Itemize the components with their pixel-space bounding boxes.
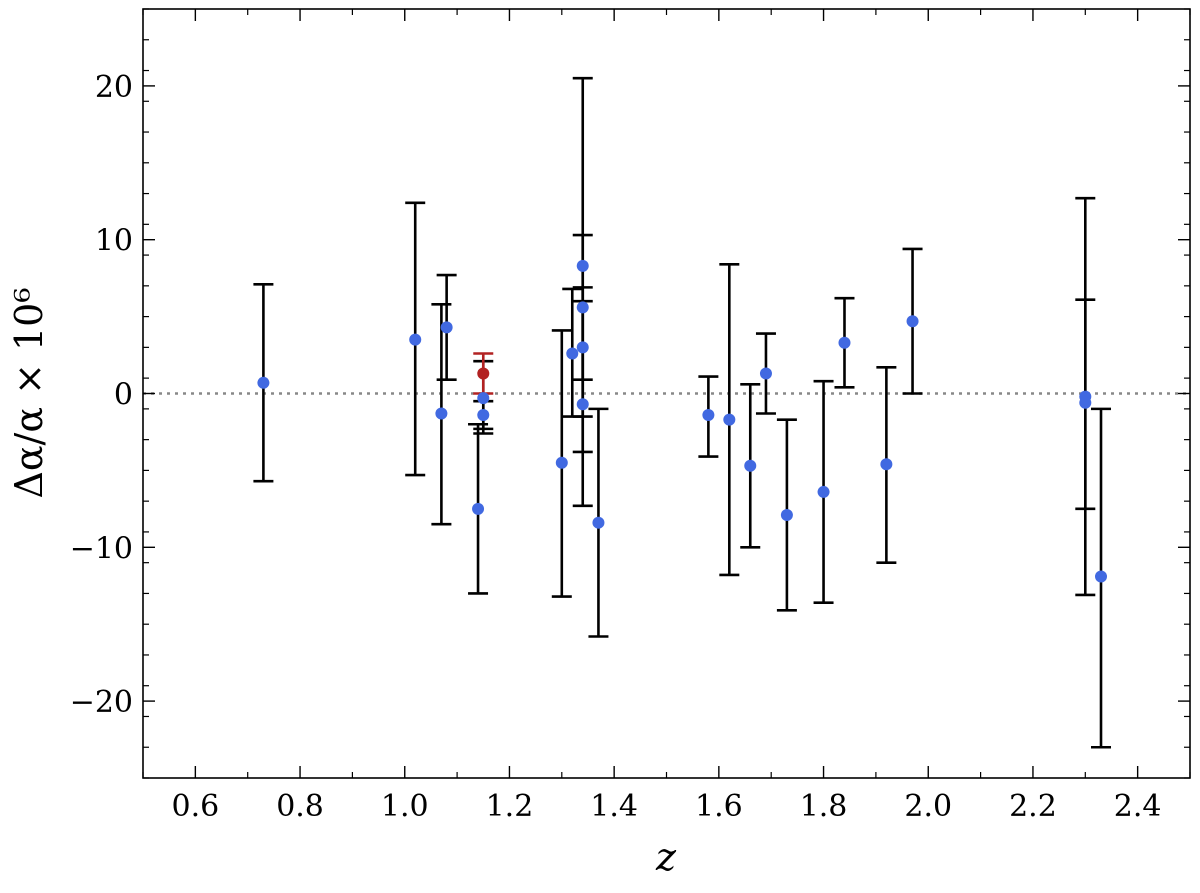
main-data-point xyxy=(566,347,579,360)
main-data-point xyxy=(477,409,490,422)
x-tick-label: 1.4 xyxy=(590,789,638,824)
main-data-point xyxy=(906,315,919,328)
y-tick-label: 20 xyxy=(95,70,133,105)
main-data-point xyxy=(838,336,851,349)
main-data-point xyxy=(477,392,490,405)
main-data-point xyxy=(409,333,422,346)
main-data-point xyxy=(723,413,736,426)
plot-frame xyxy=(142,8,1191,779)
main-data-point xyxy=(880,458,893,471)
main-data-point xyxy=(555,456,568,469)
main-data-point xyxy=(576,341,589,354)
x-tick-label: 0.8 xyxy=(276,789,324,824)
main-data-point xyxy=(817,485,830,498)
main-data-point xyxy=(472,502,485,515)
tick-labels-layer: 0.6 0.8 1.0 1.2 1.4 1.6 1.8 2.0 2.2 2.4 −20 −10 0 10 2… xyxy=(70,70,1162,824)
y-tick-label: −10 xyxy=(70,531,133,566)
y-axis-title: Δα/α × 10⁶ xyxy=(7,287,51,498)
x-tick-label: 1.2 xyxy=(486,789,534,824)
main-data-point xyxy=(257,376,270,389)
main-data-point xyxy=(440,321,453,334)
main-data-point xyxy=(435,407,448,420)
main-data-point xyxy=(702,409,715,422)
x-tick-label: 1.8 xyxy=(800,789,848,824)
y-tick-label: 0 xyxy=(114,378,133,413)
y-tick-label: −20 xyxy=(70,685,133,720)
main-data-point xyxy=(744,459,757,472)
x-tick-label: 0.6 xyxy=(171,789,219,824)
x-tick-label: 2.4 xyxy=(1114,789,1162,824)
y-tick-label: 10 xyxy=(95,224,133,259)
x-tick-label: 2.0 xyxy=(904,789,952,824)
main-data-point xyxy=(1095,570,1108,583)
highlight-data-point xyxy=(477,367,490,380)
x-tick-label: 2.2 xyxy=(1009,789,1057,824)
main-data-point xyxy=(592,516,605,529)
main-data-point xyxy=(576,398,589,411)
x-tick-label: 1.0 xyxy=(381,789,429,824)
main-data-point xyxy=(576,301,589,314)
main-data-point xyxy=(780,509,793,522)
x-axis-title: z xyxy=(655,835,677,879)
data-points-layer xyxy=(257,259,1108,583)
main-data-point xyxy=(1079,396,1092,409)
main-data-point xyxy=(576,259,589,272)
main-data-point xyxy=(759,367,772,380)
x-tick-label: 1.6 xyxy=(695,789,743,824)
error-bars-layer xyxy=(253,76,1112,749)
